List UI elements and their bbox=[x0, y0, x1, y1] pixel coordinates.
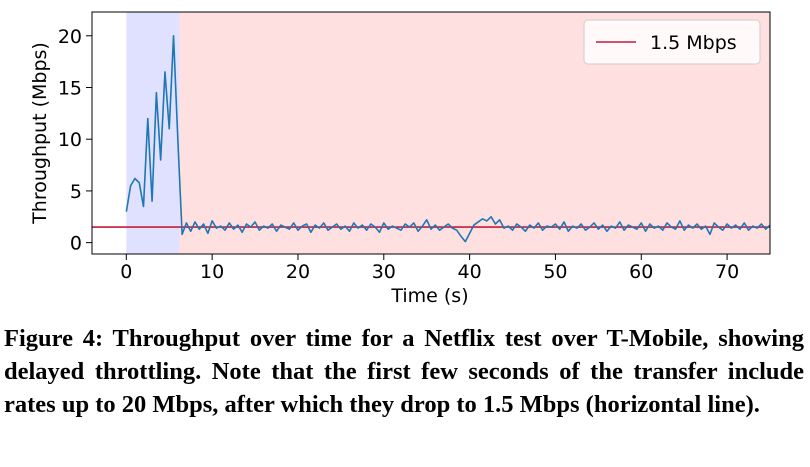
shaded-region bbox=[126, 12, 180, 254]
y-tick-label: 5 bbox=[70, 181, 82, 203]
x-tick-label: 60 bbox=[629, 261, 653, 283]
plot-area bbox=[92, 34, 770, 243]
x-tick-label: 70 bbox=[715, 261, 739, 283]
y-tick-label: 10 bbox=[58, 129, 82, 151]
chart: 0 10 20 30 40 50 60 70 0 5 10 15 20 1.5 Mbps Time (s)… bbox=[29, 11, 771, 307]
data-line bbox=[125, 34, 770, 243]
axes-frame bbox=[91, 11, 771, 255]
figure-caption: Figure 4: Throughput over time for a Net… bbox=[4, 325, 804, 418]
y-tick-label: 0 bbox=[70, 233, 82, 255]
x-axis-label: Time (s) bbox=[390, 285, 468, 307]
x-tick-label: 10 bbox=[200, 261, 224, 283]
legend: 1.5 Mbps bbox=[583, 19, 761, 65]
y-tick-label: 15 bbox=[58, 77, 82, 99]
x-tick-label: 20 bbox=[286, 261, 310, 283]
y-axis-label: Throughput (Mbps) bbox=[29, 42, 51, 225]
x-tick-label: 40 bbox=[458, 261, 482, 283]
legend-box bbox=[583, 19, 761, 65]
x-tick-label: 0 bbox=[120, 261, 132, 283]
legend-label: 1.5 Mbps bbox=[650, 32, 737, 54]
x-tick-label: 50 bbox=[543, 261, 567, 283]
axes: 0 10 20 30 40 50 60 70 0 5 10 15 20 1.5 Mbps bbox=[58, 11, 771, 283]
x-tick-label: 30 bbox=[372, 261, 396, 283]
y-tick-label: 20 bbox=[58, 26, 82, 48]
